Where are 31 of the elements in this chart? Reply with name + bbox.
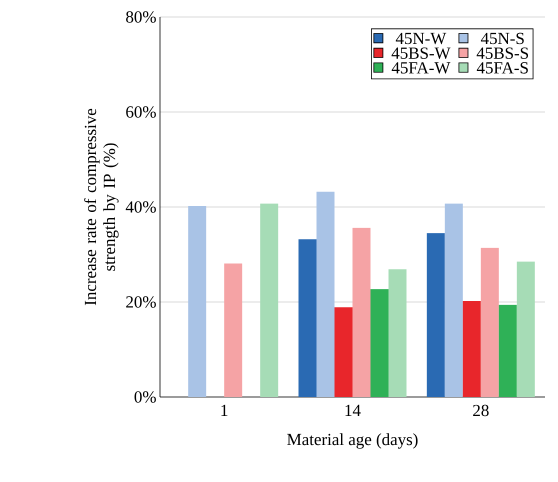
y-tick-label: 80% <box>126 11 156 23</box>
y-tick-label: 0% <box>134 391 156 403</box>
legend-label: 45BS-W <box>392 47 451 59</box>
y-tick-label: 40% <box>126 201 156 213</box>
bar <box>516 262 535 397</box>
x-tick-label: 1 <box>221 404 228 416</box>
bar <box>298 239 316 397</box>
y-tick-label: 20% <box>126 296 156 308</box>
y-axis-title: Increase rate of compressive strength by IP (%) <box>84 108 119 306</box>
y-tick-label: 60% <box>126 106 156 118</box>
bar <box>388 269 407 397</box>
bar <box>224 264 242 397</box>
legend-label: 45FA-S <box>476 62 528 74</box>
bar <box>188 206 206 397</box>
x-tick-label: 28 <box>473 404 489 416</box>
bar <box>444 204 463 397</box>
bar <box>260 204 278 397</box>
bar <box>370 289 388 397</box>
bar <box>352 228 370 397</box>
legend-label: 45N-S <box>480 32 524 44</box>
bar <box>334 307 352 397</box>
bar <box>480 248 499 397</box>
legend-label: 45BS-S <box>476 47 528 59</box>
bar <box>316 192 334 397</box>
legend-label: 45N-W <box>396 32 446 44</box>
x-tick-label: 14 <box>346 404 361 416</box>
x-axis-title: Material age (days) <box>287 433 418 449</box>
bar <box>498 304 517 397</box>
bar <box>426 233 445 397</box>
bar <box>462 301 481 397</box>
legend-label: 45FA-W <box>392 62 450 74</box>
